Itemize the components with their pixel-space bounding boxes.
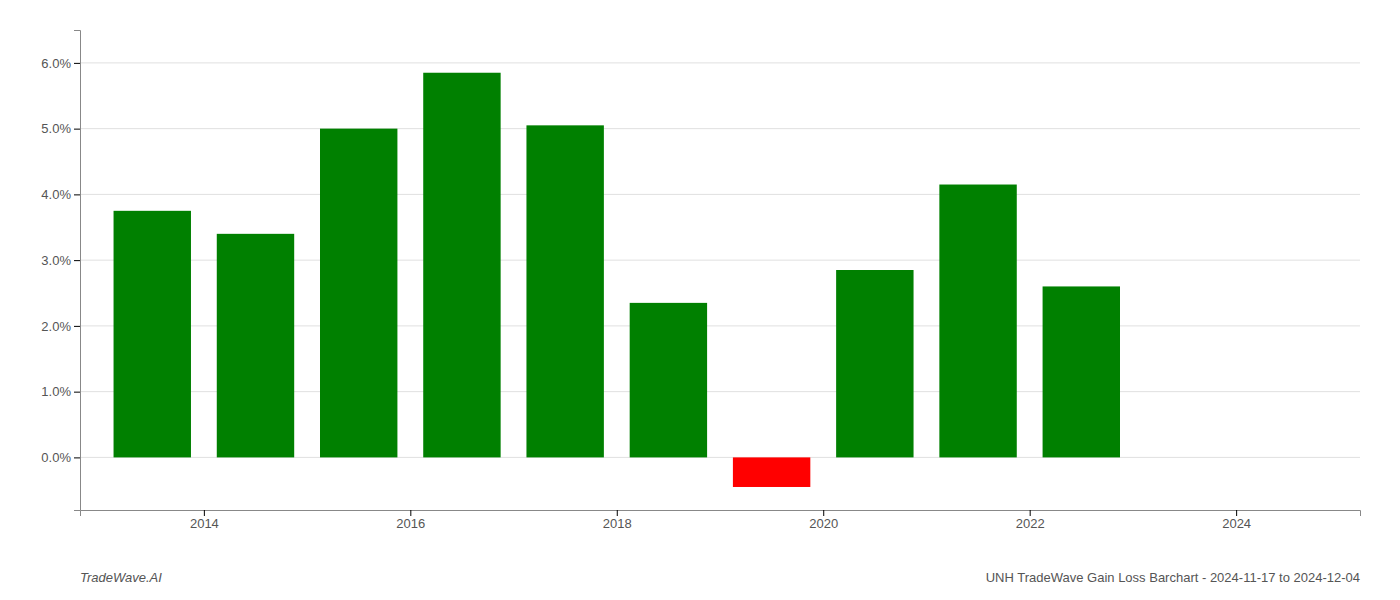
y-tick: 5.0% [41, 121, 80, 136]
y-tick: 1.0% [41, 384, 80, 399]
y-tick-mark [74, 194, 80, 195]
y-tick-mark [74, 260, 80, 261]
x-tick: 2018 [603, 510, 632, 531]
y-tick-label: 2.0% [41, 319, 71, 334]
chart-container: 2014 2016 2018 2020 2022 2024 0.0% 1.0% 2.0% 3.0%… [0, 0, 1400, 600]
grid [80, 63, 1360, 458]
x-tick-label: 2016 [396, 516, 425, 531]
y-tick-label: 1.0% [41, 384, 71, 399]
footer: TradeWave.AI UNH TradeWave Gain Loss Barc… [80, 570, 1360, 585]
y-tick: 2.0% [41, 319, 80, 334]
y-tick: 6.0% [41, 56, 80, 71]
bar [630, 303, 707, 458]
y-axis-line [74, 31, 81, 511]
bar [939, 185, 1016, 458]
footer-annotation: TradeWave.AI [80, 570, 162, 585]
y-tick: 3.0% [41, 253, 80, 268]
y-tick-label: 3.0% [41, 253, 71, 268]
x-tick: 2022 [1016, 510, 1045, 531]
x-tick-mark [823, 510, 824, 516]
x-tick-mark [1236, 510, 1237, 516]
bar [423, 73, 500, 458]
x-tick-label: 2020 [809, 516, 838, 531]
plot-area [114, 73, 1120, 487]
bar [320, 129, 397, 458]
x-axis: 2014 2016 2018 2020 2022 2024 [81, 510, 1361, 531]
bar [1043, 286, 1120, 457]
x-tick-label: 2014 [190, 516, 219, 531]
x-axis-line [81, 511, 1361, 517]
y-tick-label: 5.0% [41, 121, 71, 136]
grid-line [80, 194, 1360, 195]
y-tick-label: 0.0% [41, 450, 71, 465]
grid-line [80, 62, 1360, 63]
chart-svg: 2014 2016 2018 2020 2022 2024 0.0% 1.0% 2.0% 3.0%… [0, 0, 1400, 600]
x-tick: 2014 [190, 510, 219, 531]
bar [526, 125, 603, 457]
y-tick: 0.0% [41, 450, 80, 465]
y-tick: 4.0% [41, 187, 80, 202]
y-axis: 0.0% 1.0% 2.0% 3.0% 4.0% 5.0% 6.0% [41, 31, 80, 511]
y-tick-mark [74, 392, 80, 393]
y-tick-mark [74, 457, 80, 458]
x-tick: 2024 [1222, 510, 1251, 531]
x-tick-label: 2018 [603, 516, 632, 531]
bar [114, 211, 191, 458]
grid-line [80, 128, 1360, 129]
bar [733, 457, 810, 487]
y-tick-label: 6.0% [41, 56, 71, 71]
x-tick: 2016 [396, 510, 425, 531]
bar [836, 270, 913, 457]
chart-title: UNH TradeWave Gain Loss Barchart - 2024-… [986, 570, 1360, 585]
x-tick-mark [204, 510, 205, 516]
y-tick-label: 4.0% [41, 187, 71, 202]
x-tick-mark [1030, 510, 1031, 516]
x-tick-label: 2024 [1222, 516, 1251, 531]
y-tick-mark [74, 63, 80, 64]
x-tick-mark [410, 510, 411, 516]
x-tick: 2020 [809, 510, 838, 531]
y-tick-mark [74, 326, 80, 327]
x-tick-mark [617, 510, 618, 516]
bar [217, 234, 294, 458]
x-tick-label: 2022 [1016, 516, 1045, 531]
y-tick-mark [74, 129, 80, 130]
